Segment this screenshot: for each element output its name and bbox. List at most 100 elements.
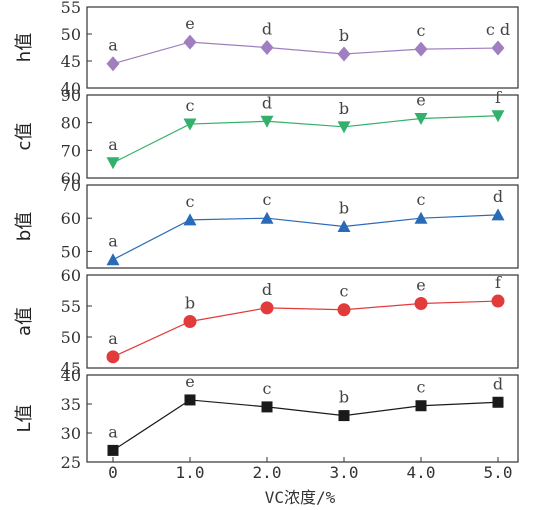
y-tick-label: 60 <box>61 209 81 228</box>
data-point <box>106 350 120 364</box>
significance-letter: e <box>416 276 425 295</box>
panel-frame <box>86 184 519 269</box>
panel-frame <box>86 274 519 369</box>
y-axis-label: c值 <box>14 123 35 151</box>
data-point <box>337 46 351 62</box>
significance-letter: e <box>185 14 194 33</box>
series-line <box>112 214 499 261</box>
y-tick-label: 70 <box>61 176 81 195</box>
x-tick-label: 1.0 <box>176 463 205 482</box>
panel-frame <box>86 6 519 89</box>
panel-2: 70 60 50 b值 a c c b c d <box>14 176 519 269</box>
series-line <box>112 300 499 358</box>
data-point <box>491 208 505 221</box>
y-axis-label: h值 <box>14 33 35 62</box>
data-point <box>491 294 505 308</box>
data-point <box>106 56 120 72</box>
panel-frame <box>86 374 519 463</box>
data-point <box>183 315 197 328</box>
x-axis-title: VC浓度/% <box>265 488 336 507</box>
data-point <box>337 220 351 232</box>
data-point <box>183 213 197 226</box>
data-point <box>414 41 428 57</box>
data-point <box>106 157 120 170</box>
y-tick-label: 60 <box>61 266 81 285</box>
data-point <box>106 253 120 266</box>
panel-0: 55 50 45 40 h值 a e d b c c d <box>14 0 519 98</box>
data-point <box>260 40 274 55</box>
significance-letter: c <box>340 282 349 301</box>
significance-letter: c <box>263 379 272 398</box>
y-axis-label: a值 <box>14 307 35 336</box>
significance-letter: c <box>186 192 195 211</box>
significance-letter: a <box>108 36 118 55</box>
y-tick-label: 70 <box>61 141 81 160</box>
data-point <box>491 40 505 56</box>
significance-letter: b <box>339 99 349 118</box>
panel-3: 60 55 50 45 a值 a b d c e f <box>14 266 519 378</box>
significance-letter: c d <box>486 20 510 39</box>
significance-letter: e <box>185 372 194 391</box>
data-point <box>415 400 427 412</box>
significance-letter: a <box>108 232 118 251</box>
y-tick-label: 40 <box>61 79 81 98</box>
significance-letter: a <box>108 329 118 348</box>
significance-letter: d <box>262 20 272 39</box>
data-point <box>260 115 274 128</box>
y-tick-label: 80 <box>61 114 81 133</box>
data-point <box>183 34 197 50</box>
significance-letter: c <box>417 21 426 40</box>
significance-letter: d <box>493 187 503 206</box>
x-tick-label: 0 <box>108 463 118 482</box>
panel-frame <box>86 94 519 179</box>
series-line <box>112 399 499 451</box>
significance-letter: b <box>339 26 349 45</box>
data-point <box>260 211 274 224</box>
y-axis-label: L值 <box>14 404 35 432</box>
data-point <box>183 118 197 131</box>
data-point <box>261 401 273 413</box>
y-tick-label: 45 <box>61 52 81 71</box>
panel-1: 90 80 70 60 c值 a c d b e f <box>14 86 519 188</box>
significance-letter: a <box>108 135 118 154</box>
significance-letter: d <box>262 93 272 112</box>
x-tick-label: 2.0 <box>253 463 282 482</box>
data-point <box>107 444 119 456</box>
significance-letter: c <box>417 378 426 397</box>
y-tick-label: 60 <box>61 169 81 188</box>
y-tick-label: 90 <box>61 86 81 105</box>
significance-letter: c <box>263 190 272 209</box>
significance-letter: a <box>108 422 118 441</box>
y-tick-label: 50 <box>61 25 81 44</box>
data-point <box>338 410 350 422</box>
data-point <box>414 113 428 126</box>
significance-letter: d <box>262 280 272 299</box>
y-tick-label: 25 <box>61 453 81 472</box>
series-line <box>112 41 499 65</box>
y-tick-label: 50 <box>61 242 81 261</box>
significance-letter: b <box>185 294 195 313</box>
data-point <box>414 297 428 311</box>
y-tick-label: 55 <box>61 297 81 316</box>
panel-4: 40 35 30 25 L值 a e c b c d <box>14 366 519 472</box>
x-tick-label: 4.0 <box>407 463 436 482</box>
y-tick-label: 55 <box>61 0 81 17</box>
x-tick-label: 3.0 <box>330 463 359 482</box>
data-point <box>491 110 505 123</box>
significance-letter: e <box>416 91 425 110</box>
y-axis-label: b值 <box>14 212 35 241</box>
y-tick-label: 35 <box>61 395 81 414</box>
y-tick-label: 50 <box>61 328 81 347</box>
x-axis: 0 1.0 2.0 3.0 4.0 5.0 <box>108 457 512 482</box>
data-point <box>492 396 504 408</box>
data-point <box>337 121 351 134</box>
significance-letter: b <box>339 388 349 407</box>
data-point <box>260 301 274 315</box>
data-point <box>184 394 196 406</box>
y-tick-label: 30 <box>61 424 81 443</box>
significance-letter: c <box>417 190 426 209</box>
significance-letter: c <box>186 96 195 115</box>
data-point <box>337 303 351 317</box>
